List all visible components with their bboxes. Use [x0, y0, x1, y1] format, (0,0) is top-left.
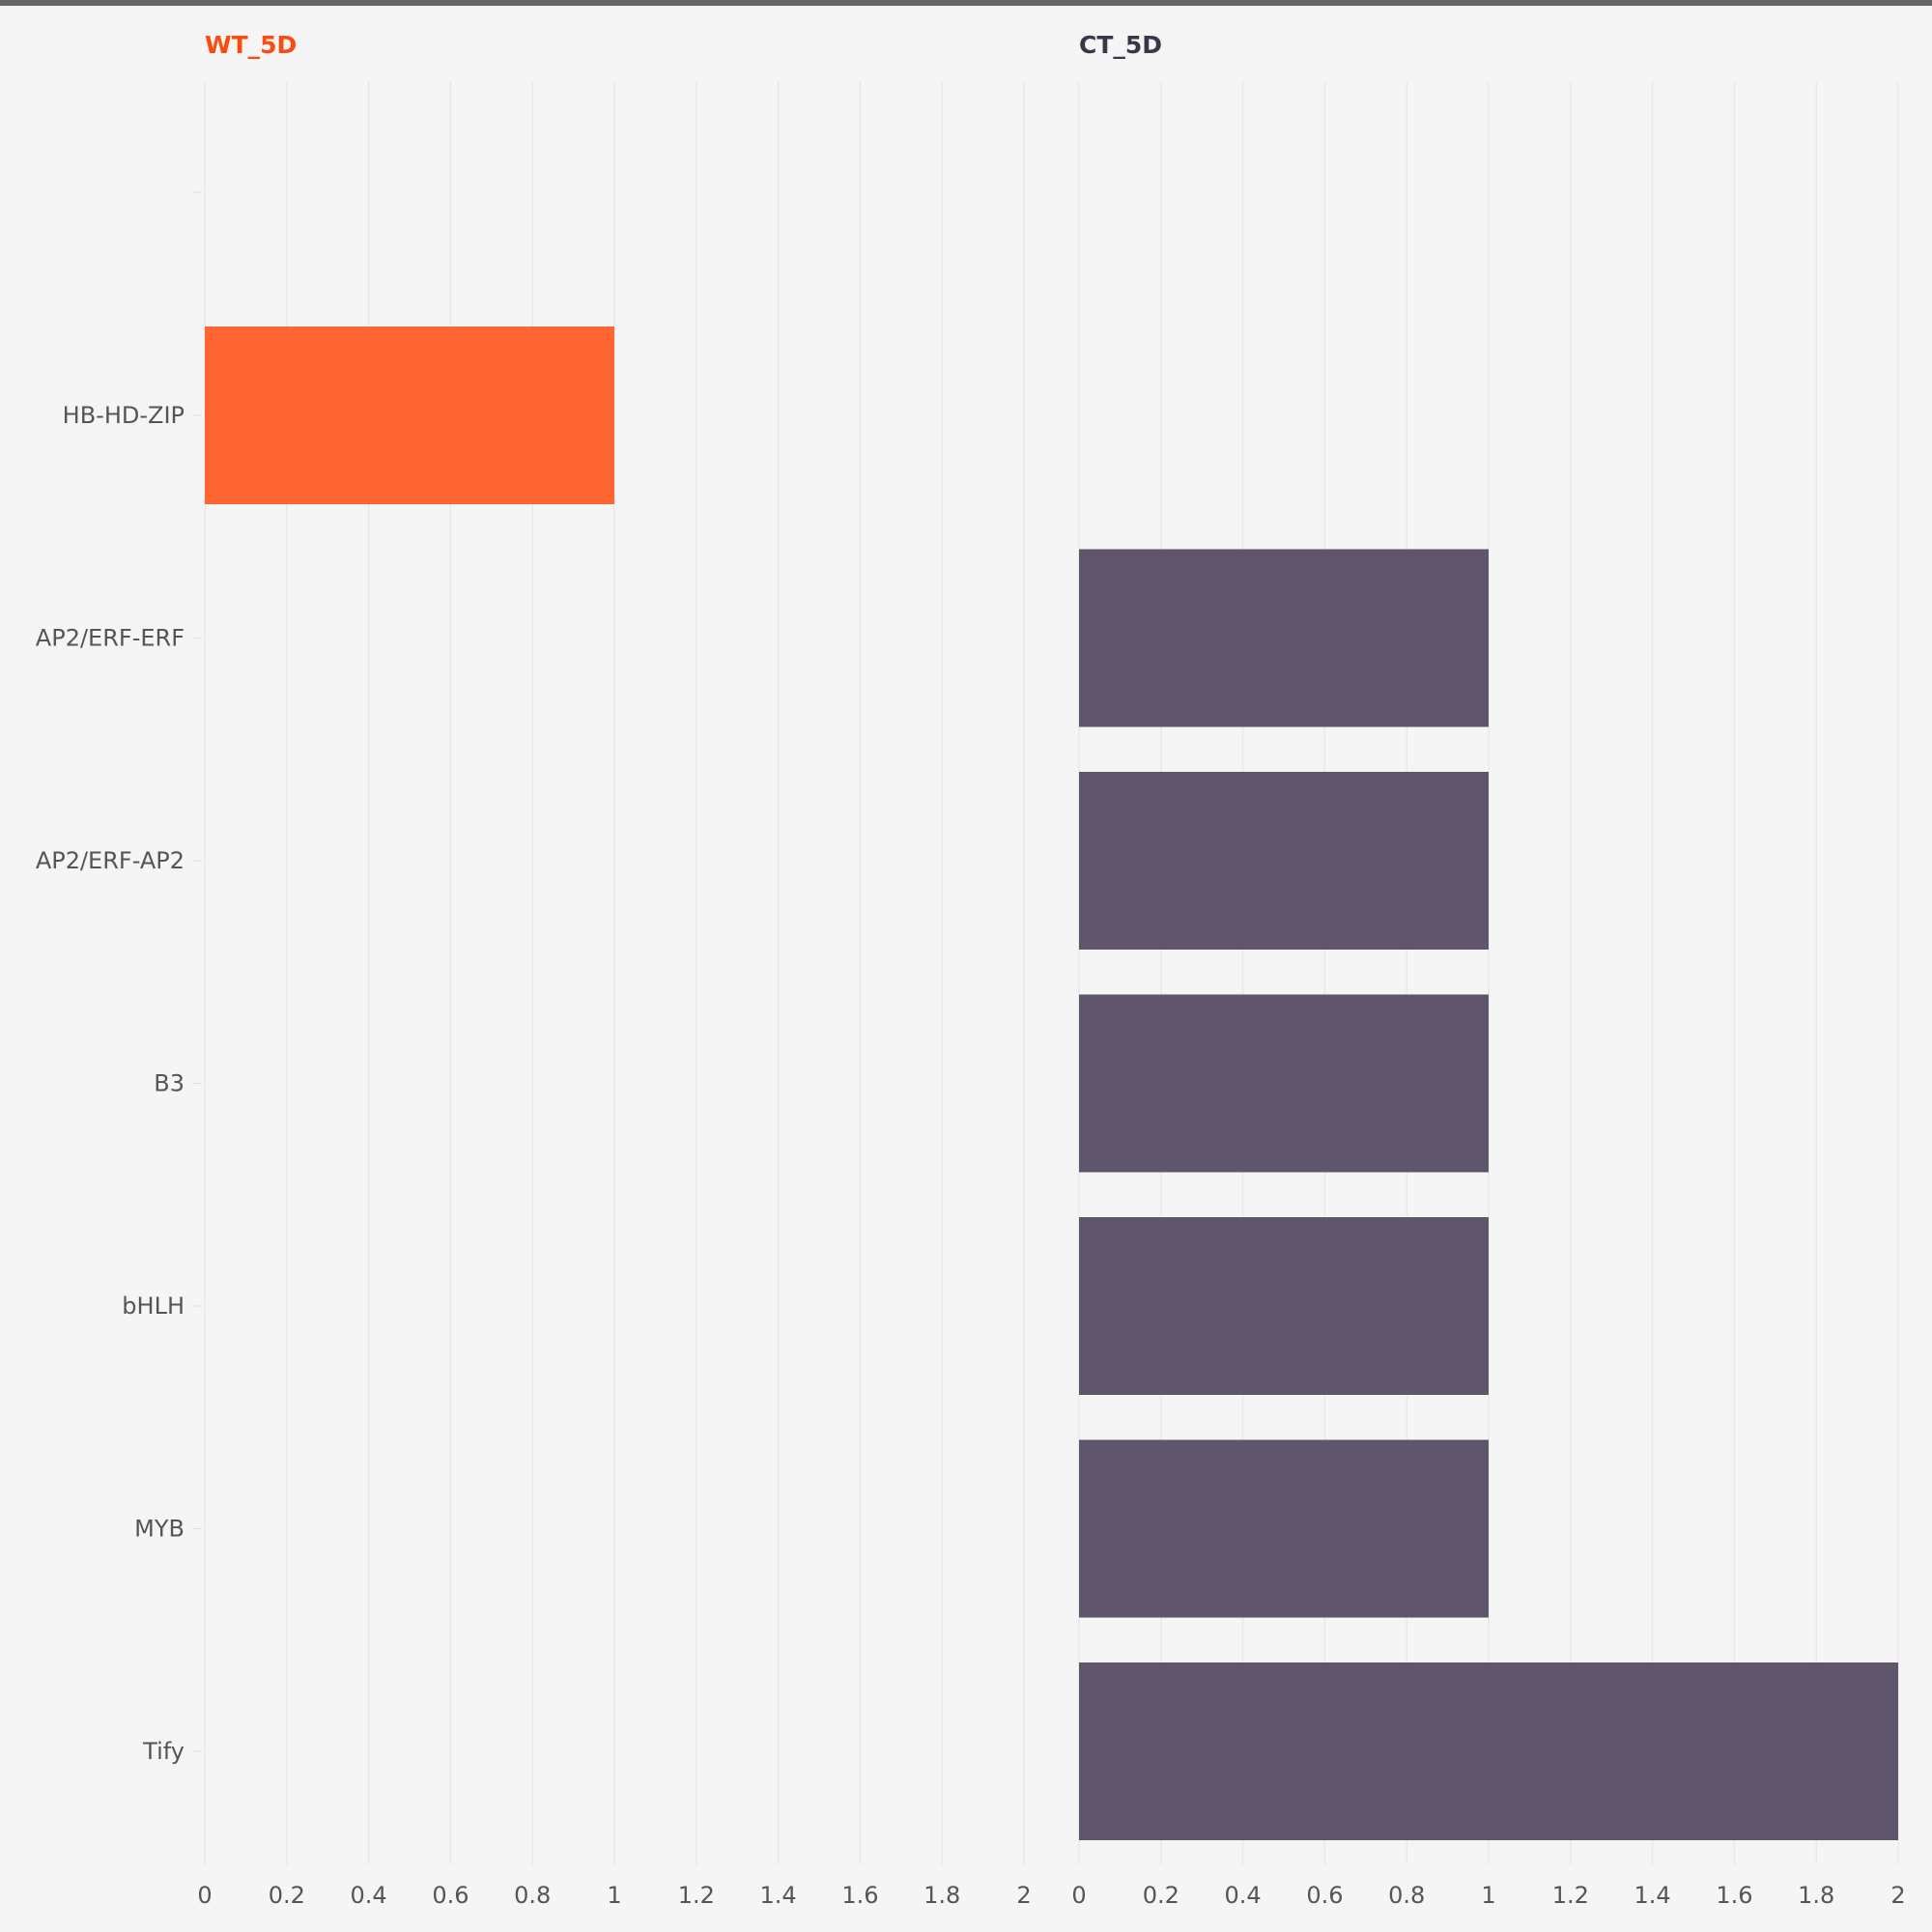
- x-tick-label: 1.6: [1716, 1882, 1752, 1909]
- x-tick-label: 0.4: [1225, 1882, 1262, 1909]
- bar-ap2-erf-erf: [1079, 549, 1489, 727]
- x-tick-label: 0.4: [351, 1882, 387, 1909]
- category-label: HB-HD-ZIP: [63, 402, 185, 429]
- x-tick-label: 0.8: [514, 1882, 551, 1909]
- bar-bhlh: [1079, 1217, 1489, 1395]
- category-label: MYB: [134, 1516, 185, 1543]
- x-tick-label: 1.4: [760, 1882, 797, 1909]
- category-label: AP2/ERF-ERF: [36, 625, 185, 652]
- category-label: Tify: [142, 1738, 185, 1765]
- bar-tify: [1079, 1662, 1898, 1840]
- bar-ap2-erf-ap2: [1079, 772, 1489, 950]
- x-tick-label: 1.6: [841, 1882, 878, 1909]
- bar-myb: [1079, 1439, 1489, 1618]
- x-tick-label: 1.8: [1798, 1882, 1834, 1909]
- panel-title: CT_5D: [1079, 31, 1162, 59]
- bar-hb-hd-zip: [205, 327, 614, 504]
- x-tick-label: 1: [1481, 1882, 1495, 1909]
- x-tick-label: 0.8: [1388, 1882, 1425, 1909]
- x-tick-label: 2: [1890, 1882, 1905, 1909]
- x-tick-label: 1.4: [1634, 1882, 1671, 1909]
- x-tick-label: 1.2: [678, 1882, 715, 1909]
- x-tick-label: 2: [1016, 1882, 1031, 1909]
- category-label: B3: [154, 1070, 185, 1097]
- x-tick-label: 1.2: [1552, 1882, 1589, 1909]
- x-tick-label: 0.2: [269, 1882, 305, 1909]
- grid-layer: [192, 82, 1899, 1864]
- bar-b3: [1079, 994, 1489, 1173]
- x-tick-label: 0: [197, 1882, 212, 1909]
- x-tick-label: 0.6: [1306, 1882, 1343, 1909]
- category-label: bHLH: [122, 1293, 185, 1320]
- x-tick-label: 1: [607, 1882, 621, 1909]
- x-tick-label: 0: [1071, 1882, 1086, 1909]
- panel-title: WT_5D: [205, 31, 297, 59]
- top-rule: [0, 0, 1932, 6]
- x-tick-label: 0.2: [1143, 1882, 1179, 1909]
- x-tick-label: 1.8: [923, 1882, 960, 1909]
- category-label: AP2/ERF-AP2: [36, 847, 185, 874]
- x-tick-label: 0.6: [432, 1882, 469, 1909]
- bars-layer: [205, 327, 1898, 1840]
- labels-layer: 0 0.2 0.4 0.6 0.8 1 1.2 1.4 1.6 1.8 2 WT_5D 0 0.2 0.4 0…: [36, 31, 1906, 1909]
